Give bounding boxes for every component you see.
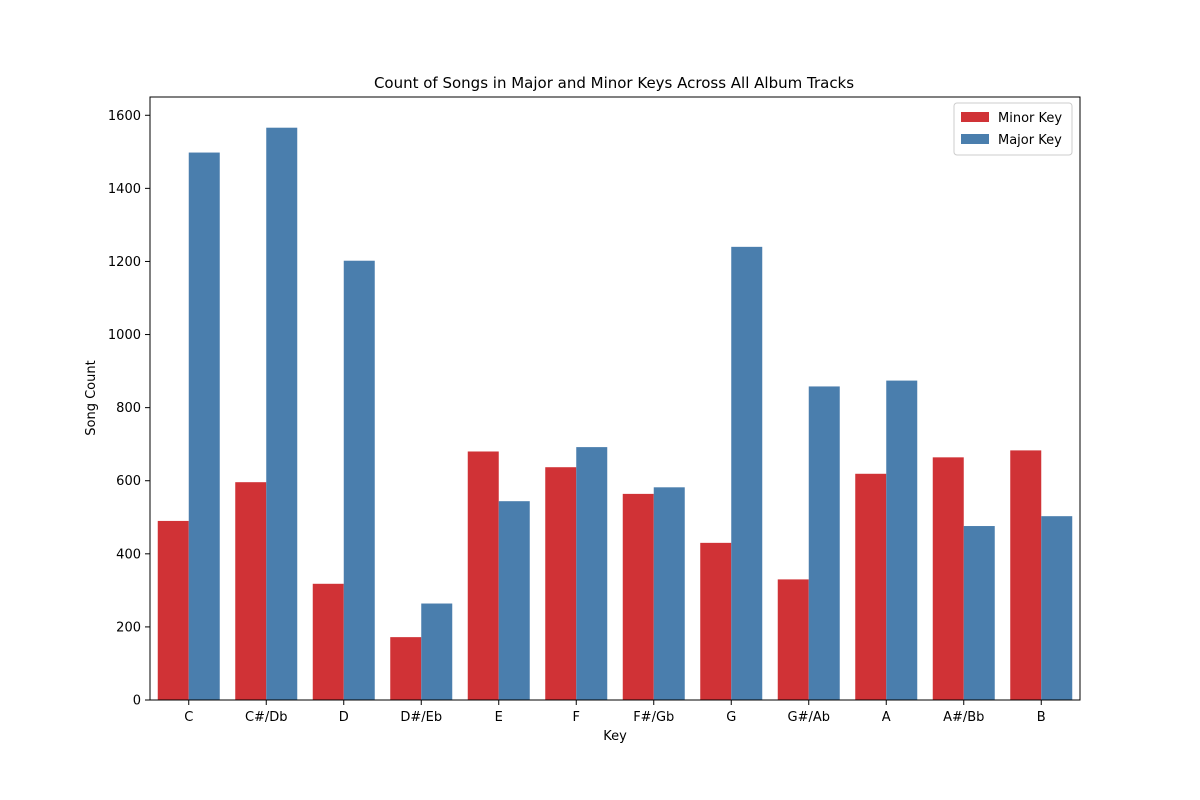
y-tick-label: 1200 [108,255,141,270]
bar-minor-key-6 [622,493,654,700]
bar-minor-key-11 [1010,450,1042,700]
bar-minor-key-0 [157,520,189,700]
legend: Minor Key Major Key [953,102,1073,156]
x-tick-label: A#/Bb [943,710,984,725]
y-tick-label: 400 [116,547,141,562]
y-axis-label: Song Count [84,360,99,435]
x-axis-label: Key [603,729,627,744]
legend-swatch-minor-key [961,112,989,122]
bar-major-key-2 [343,260,375,700]
legend-swatch-major-key [961,134,989,144]
y-tick-label: 200 [116,620,141,635]
bar-major-key-9 [886,380,918,700]
x-tick-label: D#/Eb [400,710,442,725]
axes-frame [149,96,1081,701]
x-tick-label: C#/Db [245,710,288,725]
ticks-layer: C C#/Db D D#/Eb E F F#/Gb G G#/Ab A A#/Bb B 0 200 400 6… [108,109,1046,725]
bar-major-key-5 [576,447,608,700]
bar-major-key-8 [808,386,840,700]
bar-major-key-3 [421,603,453,700]
y-tick-label: 1400 [108,182,141,197]
x-tick-label: G#/Ab [788,710,831,725]
x-tick-label: E [495,710,503,725]
bar-minor-key-1 [235,482,267,700]
bars-layer [157,127,1073,701]
x-tick-label: B [1037,710,1046,725]
y-tick-label: 1000 [108,328,141,343]
x-tick-label: F#/Gb [633,710,674,725]
bar-major-key-4 [498,501,530,700]
bar-major-key-6 [653,487,685,700]
bar-minor-key-5 [545,467,577,700]
y-tick-label: 1600 [108,109,141,124]
bar-minor-key-3 [390,637,422,700]
legend-label: Major Key [998,133,1062,148]
bar-major-key-10 [963,526,995,700]
y-tick-label: 800 [116,401,141,416]
bar-minor-key-4 [467,451,499,700]
chart-title: Count of Songs in Major and Minor Keys A… [374,74,854,92]
x-tick-label: D [339,710,349,725]
bar-major-key-11 [1041,516,1073,700]
x-tick-label: G [726,710,736,725]
y-tick-label: 600 [116,474,141,489]
legend-label: Minor Key [998,111,1062,126]
x-tick-label: A [882,710,891,725]
bar-major-key-0 [188,152,220,701]
bar-major-key-7 [731,246,763,700]
bar-minor-key-2 [312,583,344,700]
bar-minor-key-9 [855,473,887,700]
y-tick-label: 0 [133,694,141,709]
bar-major-key-1 [266,127,298,700]
bar-minor-key-7 [700,542,732,700]
x-tick-label: F [573,710,580,725]
bar-minor-key-10 [932,457,964,700]
bar-minor-key-8 [777,579,809,700]
x-tick-label: C [184,710,193,725]
